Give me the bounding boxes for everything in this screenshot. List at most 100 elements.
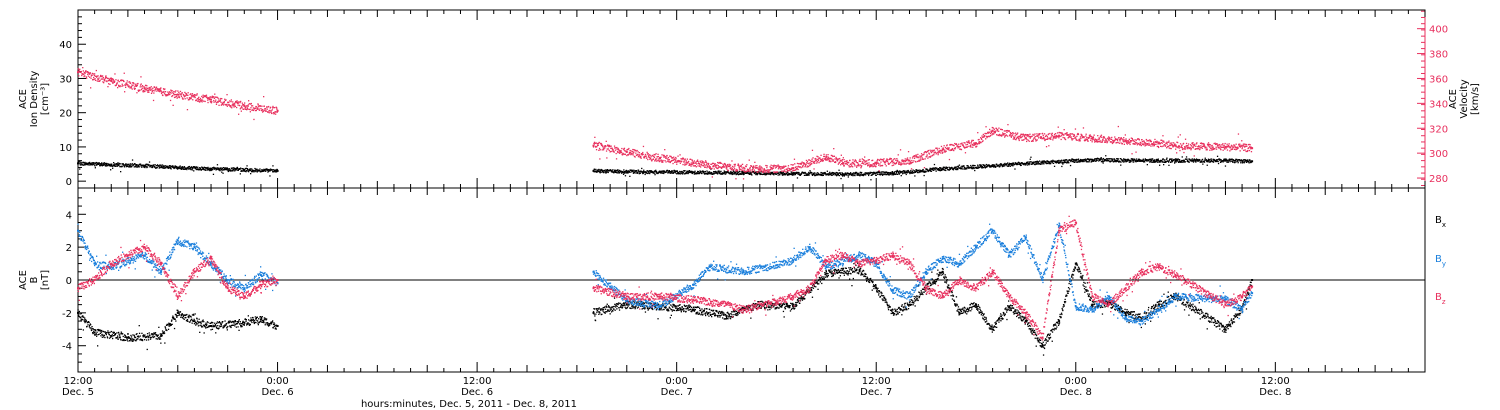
data-point bbox=[654, 170, 657, 172]
data-point bbox=[158, 90, 160, 92]
data-point bbox=[1136, 142, 1138, 144]
data-point bbox=[113, 163, 115, 166]
data-point bbox=[632, 172, 635, 174]
data-point bbox=[737, 164, 740, 166]
data-point bbox=[672, 162, 674, 165]
data-point bbox=[236, 106, 238, 109]
data-point bbox=[797, 165, 800, 167]
data-point bbox=[267, 111, 269, 113]
data-point bbox=[801, 161, 803, 163]
data-point bbox=[105, 76, 107, 79]
data-point bbox=[641, 153, 643, 155]
data-point bbox=[101, 165, 103, 167]
data-point bbox=[1125, 160, 1127, 162]
data-point bbox=[1147, 143, 1149, 145]
data-point bbox=[1013, 137, 1015, 139]
data-point bbox=[734, 171, 737, 174]
data-point bbox=[1197, 160, 1200, 162]
data-point bbox=[98, 77, 100, 79]
data-point bbox=[126, 82, 128, 84]
data-point bbox=[83, 164, 85, 166]
data-point bbox=[790, 168, 792, 170]
data-point bbox=[146, 166, 148, 169]
data-point bbox=[1170, 161, 1172, 163]
data-point bbox=[623, 171, 625, 174]
data-point bbox=[960, 148, 963, 151]
data-point bbox=[869, 164, 871, 166]
data-point bbox=[169, 165, 171, 167]
data-point bbox=[1036, 161, 1039, 163]
data-point bbox=[793, 169, 795, 172]
data-point bbox=[697, 162, 699, 165]
data-point bbox=[1246, 160, 1249, 162]
data-point bbox=[654, 170, 656, 172]
data-point bbox=[1111, 142, 1114, 145]
data-point bbox=[1135, 160, 1137, 162]
data-point bbox=[597, 170, 600, 172]
data-point bbox=[786, 173, 788, 175]
data-point bbox=[1001, 163, 1003, 165]
data-point bbox=[948, 169, 951, 171]
data-point bbox=[929, 168, 931, 171]
data-point bbox=[1122, 159, 1124, 162]
data-point bbox=[1185, 156, 1188, 158]
data-point bbox=[94, 78, 96, 80]
data-point bbox=[906, 171, 908, 173]
data-point bbox=[701, 164, 703, 166]
data-point bbox=[1151, 143, 1153, 145]
data-point bbox=[714, 163, 716, 165]
data-point bbox=[178, 91, 180, 94]
data-point bbox=[938, 168, 940, 170]
data-point bbox=[831, 158, 833, 160]
data-point bbox=[611, 170, 613, 172]
data-point bbox=[105, 164, 107, 166]
data-point bbox=[904, 172, 907, 174]
data-point bbox=[966, 167, 969, 169]
data-point bbox=[1046, 160, 1048, 162]
data-point bbox=[677, 173, 679, 175]
data-point bbox=[1085, 133, 1087, 135]
data-point bbox=[1088, 159, 1090, 161]
data-point bbox=[998, 127, 1000, 129]
data-point bbox=[1002, 165, 1004, 167]
data-point bbox=[684, 162, 686, 164]
data-point bbox=[1083, 136, 1085, 138]
data-point bbox=[171, 165, 173, 167]
data-point bbox=[905, 163, 907, 165]
data-point bbox=[249, 169, 251, 171]
data-point bbox=[1202, 163, 1204, 165]
data-point bbox=[102, 77, 104, 79]
data-point bbox=[674, 161, 676, 163]
data-point bbox=[875, 174, 877, 176]
data-point bbox=[177, 90, 179, 92]
data-point bbox=[135, 164, 138, 166]
data-point bbox=[862, 174, 864, 177]
data-point bbox=[877, 162, 879, 165]
data-point bbox=[950, 144, 952, 146]
data-point bbox=[767, 170, 769, 173]
data-point bbox=[999, 165, 1001, 167]
data-point bbox=[985, 126, 987, 128]
data-point bbox=[997, 128, 999, 131]
data-point bbox=[1045, 161, 1047, 163]
data-point bbox=[1081, 159, 1083, 161]
data-point bbox=[1248, 161, 1250, 163]
data-point bbox=[721, 172, 723, 174]
data-point bbox=[746, 164, 748, 166]
data-point bbox=[822, 172, 824, 175]
data-point bbox=[999, 166, 1001, 168]
data-point bbox=[876, 161, 878, 163]
data-point bbox=[123, 164, 125, 166]
data-point bbox=[839, 157, 841, 160]
data-point bbox=[627, 148, 629, 151]
data-point bbox=[885, 171, 888, 173]
data-point bbox=[94, 75, 96, 77]
data-point bbox=[1176, 159, 1178, 161]
data-point bbox=[216, 167, 218, 169]
data-point bbox=[716, 172, 718, 175]
data-point bbox=[1126, 160, 1128, 162]
data-point bbox=[647, 153, 649, 155]
data-point bbox=[1116, 158, 1118, 160]
data-point bbox=[738, 165, 740, 167]
data-point bbox=[1033, 134, 1035, 136]
